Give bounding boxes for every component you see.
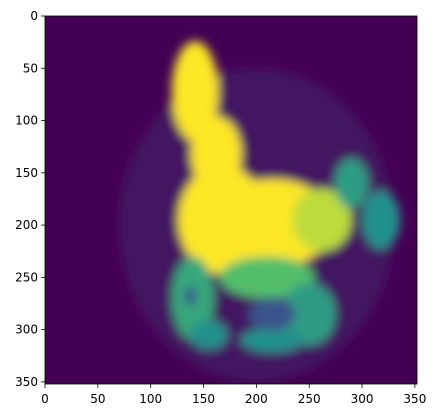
heatmap-region-rump [292, 188, 352, 252]
heatmap-region-hind-legs [282, 282, 336, 346]
y-tick-label: 0 [30, 9, 38, 23]
plot-frame [44, 15, 418, 385]
y-tick-label: 100 [15, 114, 38, 128]
x-tick-label: 250 [298, 392, 321, 406]
x-tick-label: 50 [90, 392, 105, 406]
heatmap-region-tail-upper [334, 158, 369, 209]
heatmap-region-leg-gap [248, 297, 296, 331]
y-tick-label: 50 [23, 61, 38, 75]
heatmap-region-front-hoof [189, 320, 228, 350]
x-tick-label: 0 [41, 392, 49, 406]
heatmap-region-leg-gap-left [184, 285, 198, 307]
y-tick-label: 250 [15, 270, 38, 284]
x-tick-label: 300 [351, 392, 374, 406]
heatmap-region-hind-hoof [240, 327, 304, 353]
heatmap-region-head [171, 41, 219, 142]
x-tick-label: 150 [192, 392, 215, 406]
heatmap-region-belly-arc [219, 256, 315, 299]
x-tick-label: 100 [139, 392, 162, 406]
heatmap-features [118, 41, 401, 382]
x-tick-label: 350 [403, 392, 426, 406]
axes: 0 50 100 150 200 250 300 3500501001502002503003… [15, 9, 426, 406]
y-tick-label: 200 [15, 218, 38, 232]
heatmap-region-tail-lower [362, 190, 401, 250]
y-tick-label: 150 [15, 166, 38, 180]
x-tick-label: 200 [245, 392, 268, 406]
y-tick-label: 300 [15, 323, 38, 337]
y-tick-label: 350 [15, 375, 38, 389]
